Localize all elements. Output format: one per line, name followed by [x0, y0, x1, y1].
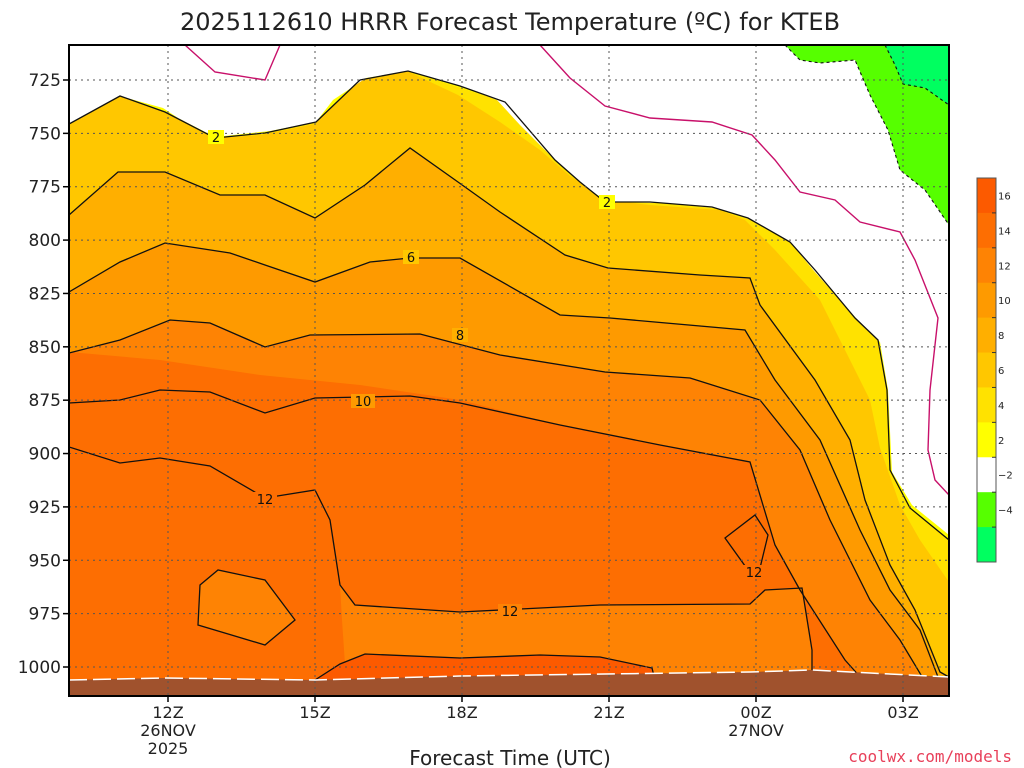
warm-cell-00z: [725, 515, 768, 570]
plot-frame: [68, 44, 950, 697]
contour-10: [69, 389, 871, 689]
colorbar-label: 4: [998, 401, 1004, 412]
y-tick-label: 825: [29, 284, 61, 304]
contour-12-cell-00z: [724, 514, 769, 571]
x-tick-label: 12Z: [152, 703, 183, 722]
x-axis-label: Forecast Time (UTC): [409, 746, 611, 768]
colorbar-swatch: [977, 352, 996, 388]
y-tick-label: 750: [29, 124, 61, 144]
zero-contour-left: [184, 45, 281, 81]
y-axis: 725 750 775 800 825 850 875 900 925 950 975 1000: [18, 71, 69, 678]
colorbar-label: 2: [998, 436, 1004, 447]
contour-label: 12: [257, 493, 274, 508]
contour-4: [69, 147, 949, 678]
colorbar-swatch: [977, 422, 996, 458]
band-below-neg4: [885, 45, 949, 105]
y-tick-label: 800: [29, 231, 61, 251]
band-neg4-neg2: [785, 45, 949, 225]
colorbar-label: 14: [998, 226, 1011, 237]
contour-label: 2: [603, 196, 611, 211]
contour-label: 10: [355, 395, 372, 410]
colorbar: 16 14 12 10 8 6 4 2 −2 −4: [976, 177, 1013, 563]
colorbar-swatch: [977, 387, 996, 423]
contour-12: [69, 446, 813, 686]
colorbar-swatch: [977, 247, 996, 284]
contour-label: 8: [456, 329, 464, 344]
x-tick-date: 26NOV: [140, 721, 196, 740]
colorbar-label: −4: [998, 506, 1013, 517]
contour-6: [69, 242, 944, 691]
x-tick-label: 21Z: [593, 703, 624, 722]
colorbar-label: 8: [998, 331, 1004, 342]
x-tick-label: 00Z: [740, 703, 771, 722]
y-tick-label: 725: [29, 71, 61, 91]
colorbar-label: −2: [998, 471, 1013, 482]
band-14-16: [315, 654, 655, 680]
colorbar-swatch: [977, 527, 996, 563]
colorbar-label: 6: [998, 366, 1004, 377]
contour-label: 12: [746, 566, 763, 581]
x-tick-label: 15Z: [299, 703, 330, 722]
plot-area: [69, 45, 949, 696]
credit-text: coolwx.com/models: [848, 747, 1012, 766]
y-tick-label: 975: [29, 605, 61, 625]
surface-line: [69, 669, 949, 681]
colorbar-frame: [976, 177, 997, 563]
contour-label: 6: [407, 251, 415, 266]
y-tick-label: 775: [29, 178, 61, 198]
contour-neg4: [884, 45, 949, 106]
contour-14: [314, 653, 656, 681]
colorbar-swatch: [977, 212, 996, 249]
y-tick-label: 1000: [18, 658, 61, 678]
colorbar-swatch: [977, 178, 996, 214]
y-tick-label: 900: [29, 445, 61, 465]
x-tick-label: 18Z: [446, 703, 477, 722]
band-neg2-2: [69, 45, 949, 535]
x-tick-year: 2025: [148, 739, 189, 758]
band-10-12-lower: [340, 585, 812, 680]
colorbar-swatch: [977, 317, 996, 354]
negative-contours: [784, 45, 949, 226]
y-tick-label: 925: [29, 498, 61, 518]
colorbar-label: 10: [998, 296, 1011, 307]
y-tick-label: 950: [29, 551, 61, 571]
contour-12-cell: [197, 569, 296, 646]
contour-label: 12: [502, 605, 519, 620]
colorbar-swatch: [977, 492, 996, 528]
contour-label: 2: [212, 131, 220, 146]
surface-ground: [69, 670, 949, 696]
colorbar-label: 16: [998, 191, 1011, 202]
contour-neg2: [784, 45, 949, 226]
zero-contour-right: [539, 45, 949, 496]
colorbar-swatch: [977, 457, 996, 493]
chart-title: 2025112610 HRRR Forecast Temperature (ºC…: [180, 8, 840, 36]
grid-lines: [69, 45, 949, 696]
y-tick-label: 850: [29, 338, 61, 358]
contour-labels: 2 2 6 8 10 12 12 12: [208, 130, 766, 620]
x-tick-label: 03Z: [887, 703, 918, 722]
zero-contours: [184, 45, 949, 496]
x-tick-date: 27NOV: [728, 721, 784, 740]
colorbar-swatch: [977, 282, 996, 319]
colorbar-label: 12: [998, 261, 1011, 272]
y-tick-label: 875: [29, 391, 61, 411]
